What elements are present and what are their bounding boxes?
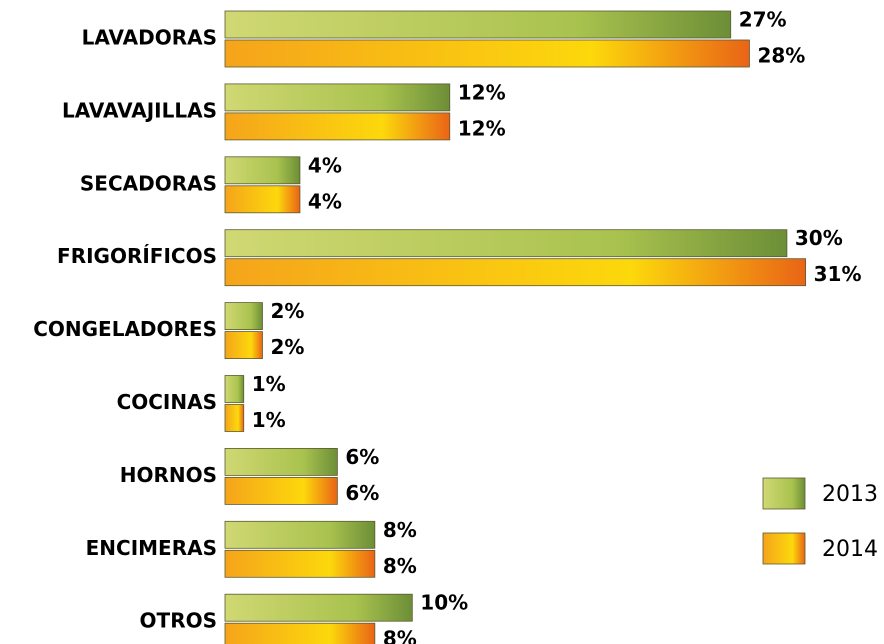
bar: [224, 83, 451, 112]
bar: [224, 447, 338, 476]
legend-swatch: [762, 532, 806, 565]
category-label: ENCIMERAS: [86, 536, 217, 560]
bar: [224, 622, 376, 644]
bar: [224, 39, 750, 68]
bar: [224, 156, 301, 185]
bar: [224, 229, 788, 258]
bar: [224, 549, 376, 578]
bar: [224, 112, 451, 141]
value-label: 4%: [308, 153, 342, 177]
value-label: 27%: [739, 8, 787, 32]
value-label: 1%: [252, 372, 286, 396]
value-label: 6%: [345, 445, 379, 469]
value-label: 1%: [252, 408, 286, 432]
value-label: 31%: [814, 262, 862, 286]
value-label: 28%: [757, 44, 805, 68]
category-label: CONGELADORES: [33, 317, 217, 341]
bar: [224, 404, 245, 432]
bar: [224, 258, 807, 287]
value-label: 2%: [270, 335, 304, 359]
bar: [224, 10, 732, 39]
category-label: LAVADORAS: [82, 26, 217, 50]
category-label: SECADORAS: [80, 171, 217, 195]
value-label: 2%: [270, 299, 304, 323]
bar: [224, 185, 301, 214]
bar: [224, 520, 376, 549]
value-label: 8%: [383, 518, 417, 542]
bar: [224, 476, 338, 505]
value-label: 8%: [383, 554, 417, 578]
legend-label: 2013: [822, 482, 878, 507]
value-label: 12%: [458, 116, 506, 140]
legend-label: 2014: [822, 537, 878, 562]
bar: [224, 331, 263, 360]
category-label: OTROS: [140, 609, 217, 633]
category-label: HORNOS: [120, 463, 217, 487]
bar: [224, 302, 263, 331]
category-label: COCINAS: [117, 390, 217, 414]
value-label: 4%: [308, 189, 342, 213]
value-label: 8%: [383, 627, 417, 644]
value-label: 30%: [795, 226, 843, 250]
value-label: 12%: [458, 80, 506, 104]
bar: [224, 375, 245, 403]
value-label: 10%: [420, 591, 468, 615]
category-label: LAVAVAJILLAS: [62, 98, 217, 122]
category-label: FRIGORÍFICOS: [57, 244, 217, 268]
value-label: 6%: [345, 481, 379, 505]
legend-swatch: [762, 477, 806, 510]
bar: [224, 593, 413, 622]
